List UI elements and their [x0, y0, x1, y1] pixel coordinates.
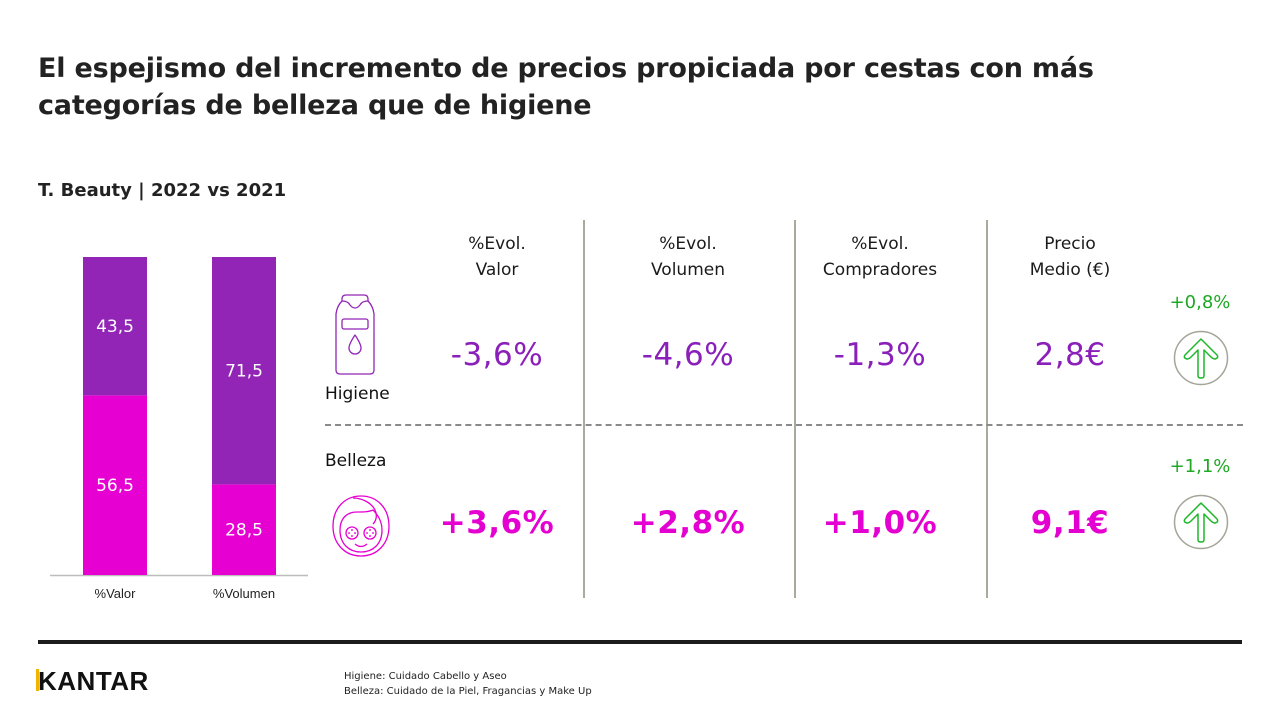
header-line2: Medio (€) — [1029, 260, 1111, 280]
belleza-evol-valor: +3,6% — [439, 505, 555, 541]
column-divider — [986, 220, 988, 598]
header-line2: Volumen — [650, 260, 725, 280]
bar-value-label: 28,5 — [225, 521, 263, 541]
bar-segment-higiene-0 — [83, 257, 147, 396]
header-precio-medio: Precio Medio (€) — [990, 231, 1150, 283]
page-title: El espejismo del incremento de precios p… — [38, 53, 1094, 121]
footnote-belleza: Belleza: Cuidado de la Piel, Fragancias … — [344, 686, 592, 697]
belleza-price-change: +1,1% — [1169, 456, 1231, 477]
row-label-belleza: Belleza — [325, 451, 387, 471]
row-divider-dashed — [325, 424, 1243, 426]
column-divider — [794, 220, 796, 598]
arrow-up-circle-icon — [1173, 494, 1229, 550]
belleza-evol-volumen: +2,8% — [630, 505, 746, 541]
row-label-higiene: Higiene — [325, 384, 390, 404]
bar-segment-belleza-0 — [83, 395, 147, 575]
category-label-valor: %Valor — [95, 586, 137, 601]
bar-value-label: 71,5 — [225, 362, 263, 382]
bar-value-label: 43,5 — [96, 317, 134, 337]
header-evol-compradores: %Evol. Compradores — [800, 231, 960, 283]
bar-value-label: 56,5 — [96, 476, 134, 496]
bar-segment-belleza-1 — [212, 484, 276, 575]
chart-subtitle: T. Beauty | 2022 vs 2021 — [38, 180, 287, 201]
header-line2: Compradores — [822, 260, 938, 280]
header-line2: Valor — [475, 260, 519, 280]
higiene-evol-valor: -3,6% — [450, 337, 544, 373]
header-evol-valor: %Evol. Valor — [417, 231, 577, 283]
category-label-volumen: %Volumen — [213, 586, 275, 601]
stacked-bar-chart: 56,5 43,5 28,5 71,5 %Valor %Volumen — [50, 257, 308, 601]
header-line1: %Evol. — [659, 234, 717, 254]
belleza-evol-compradores: +1,0% — [822, 505, 938, 541]
footnotes: Higiene: Cuidado Cabello y Aseo Belleza:… — [344, 669, 592, 699]
footer-divider — [38, 640, 1242, 644]
header-line1: %Evol. — [468, 234, 526, 254]
kantar-logo: KANTAR — [36, 666, 149, 697]
footnote-higiene: Higiene: Cuidado Cabello y Aseo — [344, 671, 507, 682]
higiene-evol-volumen: -4,6% — [641, 337, 735, 373]
bar-segment-higiene-1 — [212, 257, 276, 485]
header-line1: %Evol. — [851, 234, 909, 254]
higiene-evol-compradores: -1,3% — [833, 337, 927, 373]
face-mask-icon — [332, 495, 390, 557]
header-evol-volumen: %Evol. Volumen — [608, 231, 768, 283]
shampoo-bottle-icon — [335, 294, 375, 375]
arrow-up-circle-icon — [1173, 330, 1229, 386]
column-divider — [583, 220, 585, 598]
logo-text: KANTAR — [38, 666, 149, 696]
logo-accent-bar — [36, 669, 39, 691]
higiene-price-change: +0,8% — [1169, 292, 1231, 313]
higiene-precio-medio: 2,8€ — [1034, 337, 1106, 373]
header-line1: Precio — [1044, 234, 1096, 254]
belleza-precio-medio: 9,1€ — [1030, 505, 1110, 541]
